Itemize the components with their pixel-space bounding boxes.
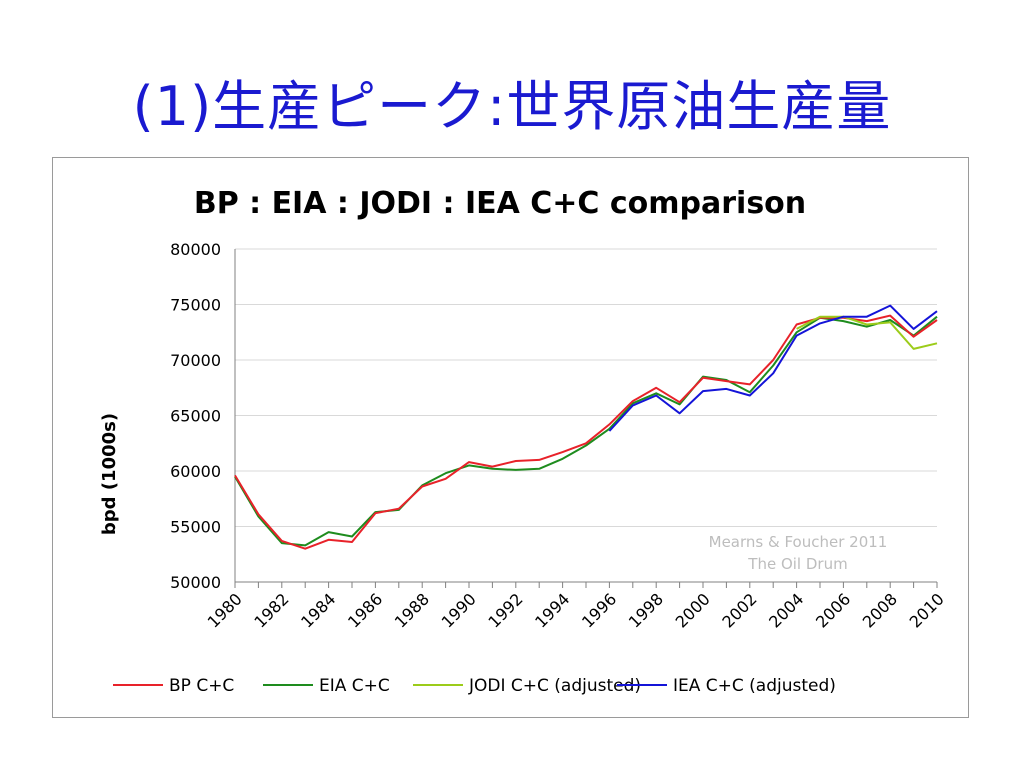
series-line-3: [608, 304, 938, 432]
legend-label: IEA C+C (adjusted): [673, 676, 836, 696]
x-tick-label: 1980: [204, 589, 246, 631]
x-tick-label: 2000: [672, 589, 714, 631]
legend-label: BP C+C: [169, 676, 234, 696]
x-tick-label: 2006: [812, 589, 854, 631]
y-axis-label: bpd (1000s): [99, 413, 120, 535]
x-tick-label: 1996: [578, 589, 620, 631]
slide-title: (1)生産ピーク:世界原油生産量: [132, 75, 892, 138]
x-tick-label: 1992: [484, 589, 526, 631]
legend-label: EIA C+C: [319, 676, 390, 696]
x-tick-label: 2008: [859, 589, 901, 631]
legend: BP C+C EIA C+C JODI C+C (adjusted) IEA C+C …: [113, 676, 836, 696]
y-tick-labels: 50000 55000 60000 65000 70000 75000 80000: [170, 240, 221, 592]
gridlines: [235, 248, 937, 527]
series-line-2: [796, 315, 938, 350]
y-tick-label: 55000: [170, 518, 221, 537]
watermark-annotation: Mearns & Foucher 2011 The Oil Drum: [709, 533, 888, 573]
x-tick-label: 1994: [531, 589, 573, 631]
x-tick-label: 2004: [765, 589, 807, 631]
axes: [234, 249, 938, 588]
y-tick-label: 70000: [170, 351, 221, 370]
x-tick-label: 2002: [718, 589, 760, 631]
annotation-line: The Oil Drum: [747, 555, 847, 573]
y-tick-label: 65000: [170, 407, 221, 426]
y-tick-label: 80000: [170, 240, 221, 259]
x-tick-label: 1986: [344, 589, 386, 631]
x-tick-labels: 1980 1982 1984 1986 1988 1990 1992 1994 1996 1998…: [204, 589, 948, 631]
x-tick-label: 1988: [391, 589, 433, 631]
series-line-1: [234, 315, 938, 547]
x-tick-label: 1984: [297, 589, 339, 631]
series-lines: [234, 304, 938, 550]
y-tick-label: 75000: [170, 296, 221, 315]
chart-title: BP : EIA : JODI : IEA C+C comparison: [194, 186, 806, 221]
chart-frame: BP : EIA : JODI : IEA C+C comparison bpd…: [52, 157, 969, 718]
x-tick-label: 1982: [250, 589, 292, 631]
annotation-line: Mearns & Foucher 2011: [709, 533, 888, 551]
line-chart: BP : EIA : JODI : IEA C+C comparison bpd…: [99, 186, 948, 696]
legend-label: JODI C+C (adjusted): [468, 676, 641, 696]
y-tick-label: 50000: [170, 573, 221, 592]
x-tick-label: 2010: [906, 589, 948, 631]
y-tick-label: 60000: [170, 462, 221, 481]
series-line-0: [234, 314, 938, 550]
x-tick-label: 1990: [438, 589, 480, 631]
x-tick-label: 1998: [625, 589, 667, 631]
